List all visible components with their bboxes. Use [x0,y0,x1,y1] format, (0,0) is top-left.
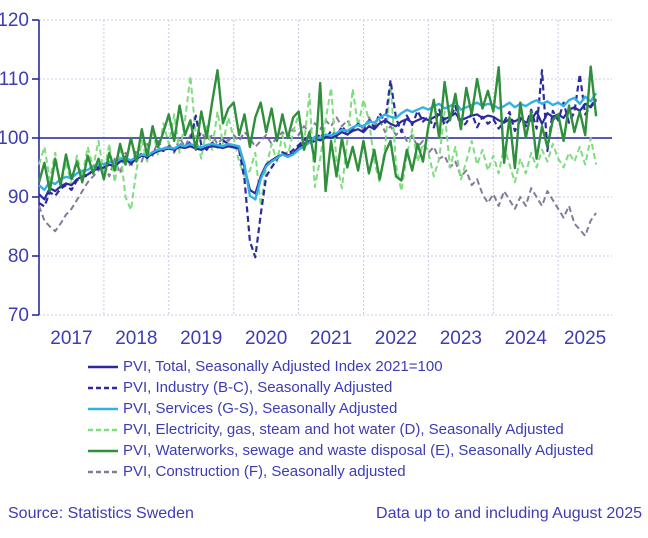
legend-swatch-line [88,470,118,474]
chart-legend: PVI, Total, Seasonally Adjusted Index 20… [88,356,594,482]
legend-label: PVI, Waterworks, sewage and waste dispos… [123,442,594,459]
plot-area: 70 80 90 100 110 120 2017 2018 2019 2020 2021 2022 2… [0,10,612,349]
legend-item: PVI, Electricity, gas, steam and hot wat… [88,419,594,440]
source-text: Source: Statistics Sweden [8,505,194,522]
legend-label: PVI, Electricity, gas, steam and hot wat… [123,421,564,438]
x-axis-tick-label: 2023 [440,328,482,349]
legend-item: PVI, Services (G-S), Seasonally Adjusted [88,398,594,419]
legend-label: PVI, Services (G-S), Seasonally Adjusted [123,400,398,417]
legend-label: PVI, Total, Seasonally Adjusted Index 20… [123,358,443,375]
legend-item: PVI, Construction (F), Seasonally adjust… [88,461,594,482]
legend-label: PVI, Construction (F), Seasonally adjust… [123,463,406,480]
y-axis-tick-label: 70 [8,305,29,326]
y-axis-tick-label: 90 [8,187,29,208]
legend-swatch-line [88,365,118,369]
x-axis-tick-label: 2019 [180,328,222,349]
y-axis-tick-label: 80 [8,246,29,267]
x-axis-tick-label: 2022 [375,328,417,349]
series-line-3 [38,75,598,211]
legend-label: PVI, Industry (B-C), Seasonally Adjusted [123,379,393,396]
legend-swatch-line [88,407,118,411]
legend-swatch-line [88,428,118,432]
series-line-1 [38,69,597,259]
legend-item: PVI, Industry (B-C), Seasonally Adjusted [88,377,594,398]
y-axis-tick-label: 110 [0,69,29,90]
legend-swatch-line [88,449,118,453]
legend-item: PVI, Total, Seasonally Adjusted Index 20… [88,356,594,377]
y-axis-tick-label: 100 [0,128,29,149]
legend-swatch-line [88,386,118,390]
data-coverage-text: Data up to and including August 2025 [376,505,642,522]
x-axis-tick-label: 2024 [505,328,548,349]
chart-footer: Source: Statistics Sweden Data up to and… [0,505,648,529]
x-axis-tick-label: 2018 [115,328,157,349]
legend-item: PVI, Waterworks, sewage and waste dispos… [88,440,594,461]
x-axis-tick-label: 2017 [50,328,92,349]
y-axis-tick-label: 120 [0,10,29,31]
x-axis-tick-label: 2021 [310,328,352,349]
x-axis-tick-label: 2025 [564,328,606,349]
x-axis-tick-label: 2020 [245,328,287,349]
series-line-4 [37,65,598,193]
